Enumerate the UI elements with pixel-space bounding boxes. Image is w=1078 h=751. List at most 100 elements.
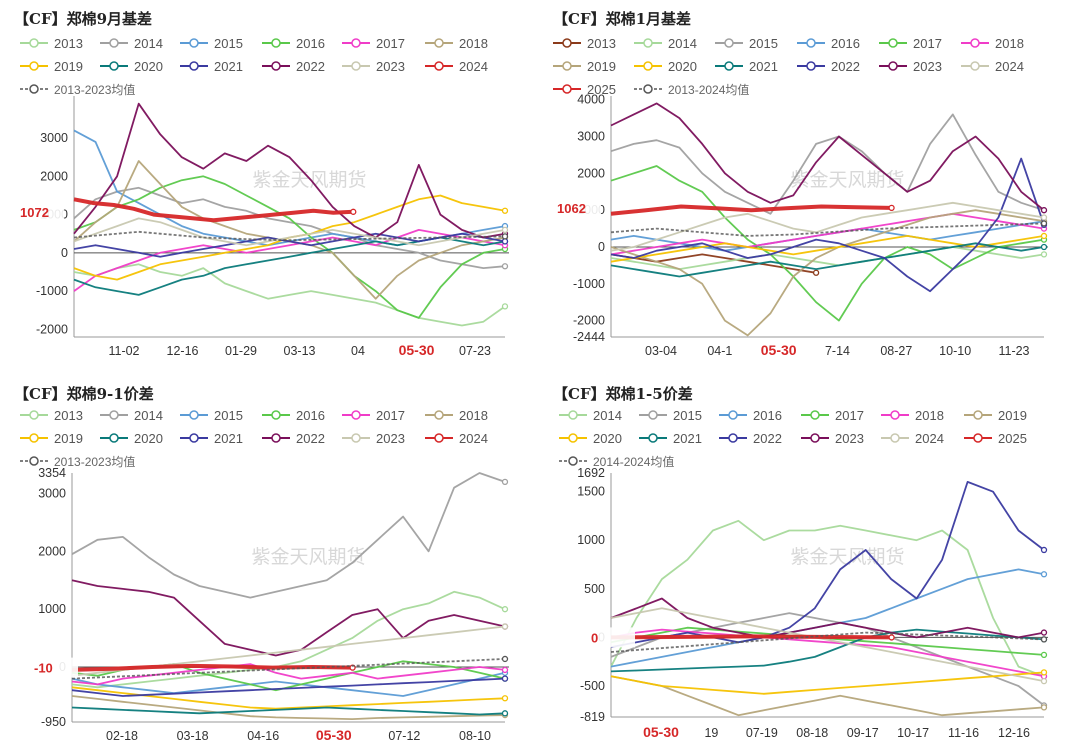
legend-swatch-marker — [569, 434, 577, 442]
series-line — [72, 473, 505, 598]
series-end-marker — [1042, 637, 1047, 642]
legend-item: 2015 — [180, 408, 243, 423]
series-line — [611, 628, 1044, 655]
y-tick-label: -950 — [41, 715, 66, 729]
legend-item: 2017 — [342, 408, 405, 423]
y-tick-label: -1000 — [573, 277, 605, 291]
series-line — [72, 687, 505, 708]
series-end-marker — [503, 711, 508, 716]
series-end-marker — [1042, 215, 1047, 220]
legend-swatch-marker — [971, 62, 979, 70]
legend-swatch-marker — [971, 39, 979, 47]
legend-item: 2022 — [719, 431, 782, 446]
x-tick-label: 10-10 — [939, 344, 971, 358]
chart-title: 【CF】郑棉1-5价差 — [553, 385, 693, 403]
legend-label: 2024 — [995, 59, 1024, 74]
legend-item: 2018 — [425, 36, 488, 51]
series-line — [611, 521, 1044, 677]
legend-swatch-marker — [30, 62, 38, 70]
series-end-marker — [503, 676, 508, 681]
legend-item: 2024 — [881, 431, 944, 446]
y-tick-label: 2000 — [38, 544, 66, 558]
legend-label: 2015 — [749, 36, 778, 51]
legend-swatch-marker — [644, 62, 652, 70]
series-end-marker — [814, 270, 819, 275]
legend-swatch-marker — [272, 62, 280, 70]
legend-label: 2013 — [587, 36, 616, 51]
legend-swatch-marker — [435, 411, 443, 419]
series-end-marker — [1042, 705, 1047, 710]
series-end-marker — [503, 208, 508, 213]
legend-swatch-marker — [889, 62, 897, 70]
legend-item: 2015 — [639, 408, 702, 423]
legend-label: 2024 — [915, 431, 944, 446]
x-tick-label: 02-18 — [106, 729, 138, 743]
series-line — [611, 636, 892, 637]
series-line — [74, 176, 505, 318]
legend-swatch-marker — [352, 39, 360, 47]
legend-item: 2019 — [20, 59, 83, 74]
legend-item: 2022 — [262, 59, 325, 74]
y-tick-label: 0 — [598, 240, 605, 254]
legend-swatch-marker — [891, 411, 899, 419]
legend-item: 2025 — [964, 431, 1027, 446]
legend-item: 2016 — [797, 36, 860, 51]
x-tick-label: 11-02 — [108, 344, 139, 358]
legend-item: 2020 — [559, 431, 622, 446]
legend-swatch-marker — [891, 434, 899, 442]
legend-label: 2020 — [668, 59, 697, 74]
legend-label: 2013-2024均值 — [668, 82, 749, 97]
legend-label: 2023 — [376, 59, 405, 74]
legend-label: 2020 — [134, 59, 163, 74]
x-tick-label: 05-30 — [316, 727, 352, 743]
current-value-badge: 1072 — [20, 205, 49, 220]
y-tick-label: -500 — [580, 679, 605, 693]
y-tick-label: -2000 — [36, 322, 68, 336]
legend-item: 2019 — [20, 431, 83, 446]
x-tick-label: 05-30 — [399, 342, 435, 358]
legend-swatch-marker — [974, 411, 982, 419]
series-line — [611, 676, 1044, 715]
y-tick-label: 3000 — [577, 130, 605, 144]
chart-panel-cf-1-5-spread: 【CF】郑棉1-5价差 2014 2015 2016 2017 2018 2019 2020 2… — [539, 375, 1078, 750]
legend-swatch-marker — [272, 39, 280, 47]
x-tick-label: 08-18 — [796, 726, 828, 740]
x-tick-label: 03-04 — [645, 344, 677, 358]
legend-swatch-marker — [190, 39, 198, 47]
series-end-marker — [503, 234, 508, 239]
legend-label: 2019 — [54, 431, 83, 446]
x-tick-label: 12-16 — [167, 344, 199, 358]
y-tick-label: 1692 — [577, 466, 605, 480]
legend-item: 2020 — [100, 431, 163, 446]
legend-label: 2025 — [998, 431, 1027, 446]
legend-swatch-marker — [563, 62, 571, 70]
x-tick-label: 11-16 — [948, 726, 979, 740]
x-tick-label: 07-19 — [746, 726, 778, 740]
legend-swatch-marker — [110, 434, 118, 442]
legend-item: 2014 — [559, 408, 622, 423]
legend-swatch-marker — [649, 434, 657, 442]
legend-swatch-marker — [352, 434, 360, 442]
legend-item: 2018 — [961, 36, 1024, 51]
legend-item: 2015 — [180, 36, 243, 51]
y-tick-label: 4000 — [577, 93, 605, 107]
legend-label: 2014 — [134, 408, 163, 423]
legend-swatch-marker — [110, 411, 118, 419]
x-tick-label: 19 — [704, 726, 718, 740]
series-end-marker — [889, 205, 894, 210]
x-tick-label: 7-14 — [825, 344, 850, 358]
series-line — [72, 580, 505, 655]
legend-label: 2020 — [593, 431, 622, 446]
legend-label: 2021 — [214, 431, 243, 446]
current-value-badge: 0 — [591, 630, 598, 645]
series-line — [611, 207, 892, 214]
legend-label: 2023 — [913, 59, 942, 74]
legend-item: 2017 — [801, 408, 864, 423]
x-tick-label: 12-16 — [998, 726, 1030, 740]
x-tick-label: 07-23 — [459, 344, 491, 358]
legend-item: 2013 — [20, 408, 83, 423]
legend-item: 2015 — [715, 36, 778, 51]
y-tick-label: -1000 — [36, 284, 68, 298]
legend-item: 2019 — [964, 408, 1027, 423]
legend-label: 2023 — [376, 431, 405, 446]
